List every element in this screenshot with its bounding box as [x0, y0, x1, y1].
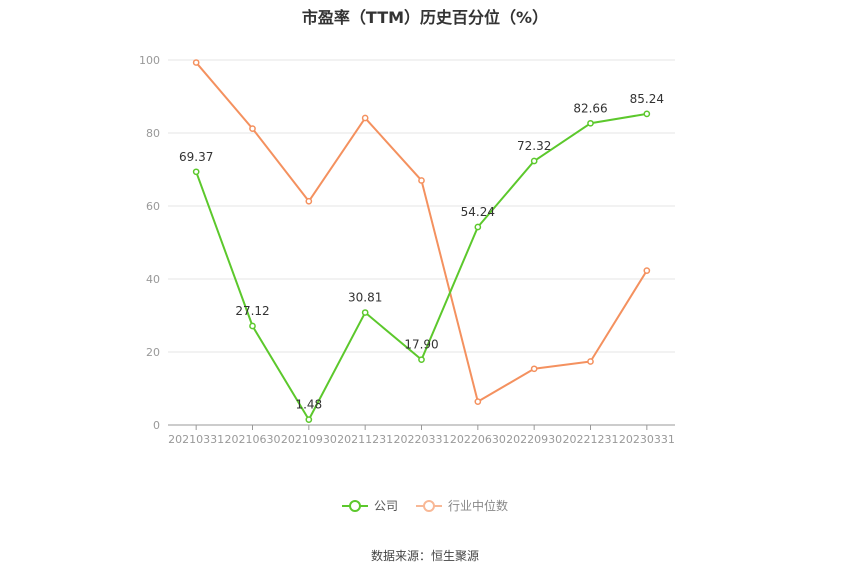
legend: 公司 行业中位数 — [0, 497, 850, 514]
y-tick-label: 40 — [146, 273, 160, 286]
data-label: 72.32 — [517, 139, 551, 153]
industry-point — [305, 197, 313, 205]
series — [192, 59, 651, 423]
industry-point — [643, 267, 651, 274]
y-tick-label: 100 — [139, 54, 160, 67]
x-tick-label: 20220331 — [394, 433, 450, 446]
legend-company-label: 公司 — [373, 499, 398, 513]
legend-industry-label: 行业中位数 — [448, 499, 509, 513]
x-tick-label: 20230331 — [619, 433, 675, 446]
data-label: 30.81 — [348, 291, 382, 305]
x-tick-label: 20211231 — [337, 433, 393, 446]
industry-point — [587, 358, 594, 365]
legend-industry-marker-icon — [416, 499, 442, 513]
company-point — [474, 223, 482, 231]
company-point — [587, 119, 594, 127]
industry-point — [192, 59, 200, 66]
data-label: 82.66 — [573, 101, 607, 115]
company-point — [530, 157, 538, 165]
industry-point — [474, 398, 482, 405]
x-tick-label: 20220630 — [450, 433, 506, 446]
data-label: 1.48 — [295, 398, 322, 412]
data-label: 85.24 — [630, 92, 664, 106]
industry-point — [530, 365, 538, 373]
industry-point — [249, 125, 256, 132]
chart-title: 市盈率（TTM）历史百分位（%） — [301, 8, 549, 27]
axes: 0 20 40 60 80 100 20210331 20210630 20210930 2021… — [139, 54, 675, 446]
data-label: 17.90 — [404, 338, 438, 352]
company-point — [192, 168, 200, 176]
y-tick-label: 80 — [146, 127, 160, 140]
x-tick-label: 20220930 — [506, 433, 562, 446]
company-point — [418, 356, 425, 364]
company-point — [361, 309, 369, 316]
y-tick-label: 60 — [146, 200, 160, 213]
data-source: 数据来源：恒生聚源 — [370, 549, 479, 563]
line-chart: 0 20 40 60 80 100 20210331 20210630 20210930 2021… — [139, 54, 675, 446]
x-tick-label: 20210331 — [168, 433, 224, 446]
company-line — [195, 112, 647, 421]
y-tick-label: 0 — [153, 419, 160, 432]
data-label: 54.24 — [461, 205, 495, 219]
grid-lines — [168, 59, 675, 353]
legend-company-marker-icon — [341, 499, 368, 513]
company-point — [643, 110, 651, 118]
industry-point — [361, 114, 369, 122]
company-point — [249, 322, 256, 330]
y-tick-label: 20 — [146, 346, 160, 359]
data-labels: 69.37 27.12 1.48 30.81 17.90 54.24 72.32 82.66 8… — [179, 92, 664, 412]
data-label: 27.12 — [235, 304, 269, 318]
x-tick-label: 20221231 — [563, 433, 619, 446]
legend-item-company[interactable]: 公司 — [341, 497, 398, 514]
x-tick-label: 20210630 — [225, 433, 281, 446]
legend-item-industry[interactable]: 行业中位数 — [416, 497, 508, 514]
data-label: 69.37 — [179, 150, 213, 164]
company-point — [305, 416, 313, 423]
industry-point — [418, 177, 425, 184]
x-tick-label: 20210930 — [281, 433, 337, 446]
